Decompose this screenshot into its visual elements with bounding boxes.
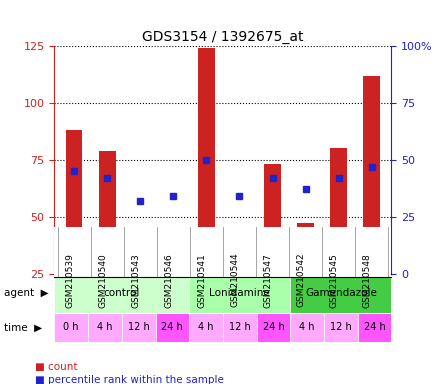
Text: 12 h: 12 h (128, 322, 149, 332)
Text: 24 h: 24 h (262, 322, 284, 332)
FancyBboxPatch shape (290, 273, 391, 313)
Text: 12 h: 12 h (228, 322, 250, 332)
FancyBboxPatch shape (88, 313, 122, 342)
FancyBboxPatch shape (189, 313, 223, 342)
Text: Lonidamine: Lonidamine (209, 288, 270, 298)
Text: 4 h: 4 h (198, 322, 214, 332)
FancyBboxPatch shape (223, 313, 256, 342)
Title: GDS3154 / 1392675_at: GDS3154 / 1392675_at (142, 30, 303, 44)
FancyBboxPatch shape (323, 313, 357, 342)
Bar (66, 130, 82, 330)
FancyBboxPatch shape (290, 313, 323, 342)
Text: Gamendazole: Gamendazole (304, 288, 376, 298)
FancyBboxPatch shape (54, 313, 88, 342)
FancyBboxPatch shape (256, 313, 290, 342)
Text: control: control (103, 288, 140, 298)
Text: ■ count: ■ count (35, 362, 77, 372)
FancyBboxPatch shape (122, 313, 155, 342)
FancyBboxPatch shape (155, 313, 189, 342)
Text: 0 h: 0 h (63, 322, 79, 332)
Text: 4 h: 4 h (299, 322, 314, 332)
Text: 24 h: 24 h (161, 322, 183, 332)
Text: 12 h: 12 h (329, 322, 351, 332)
FancyBboxPatch shape (189, 273, 290, 313)
Bar (230, 242, 247, 330)
Bar (263, 164, 280, 330)
Text: time  ▶: time ▶ (4, 322, 43, 332)
Bar (165, 242, 181, 330)
Bar (132, 248, 148, 330)
Bar (329, 149, 346, 330)
Bar (296, 223, 313, 330)
Bar (198, 48, 214, 330)
Bar (362, 76, 379, 330)
Text: 4 h: 4 h (97, 322, 112, 332)
FancyBboxPatch shape (357, 313, 391, 342)
Text: agent  ▶: agent ▶ (4, 288, 49, 298)
Text: ■ percentile rank within the sample: ■ percentile rank within the sample (35, 375, 223, 384)
Text: 24 h: 24 h (363, 322, 385, 332)
Bar (99, 151, 115, 330)
FancyBboxPatch shape (54, 273, 189, 313)
